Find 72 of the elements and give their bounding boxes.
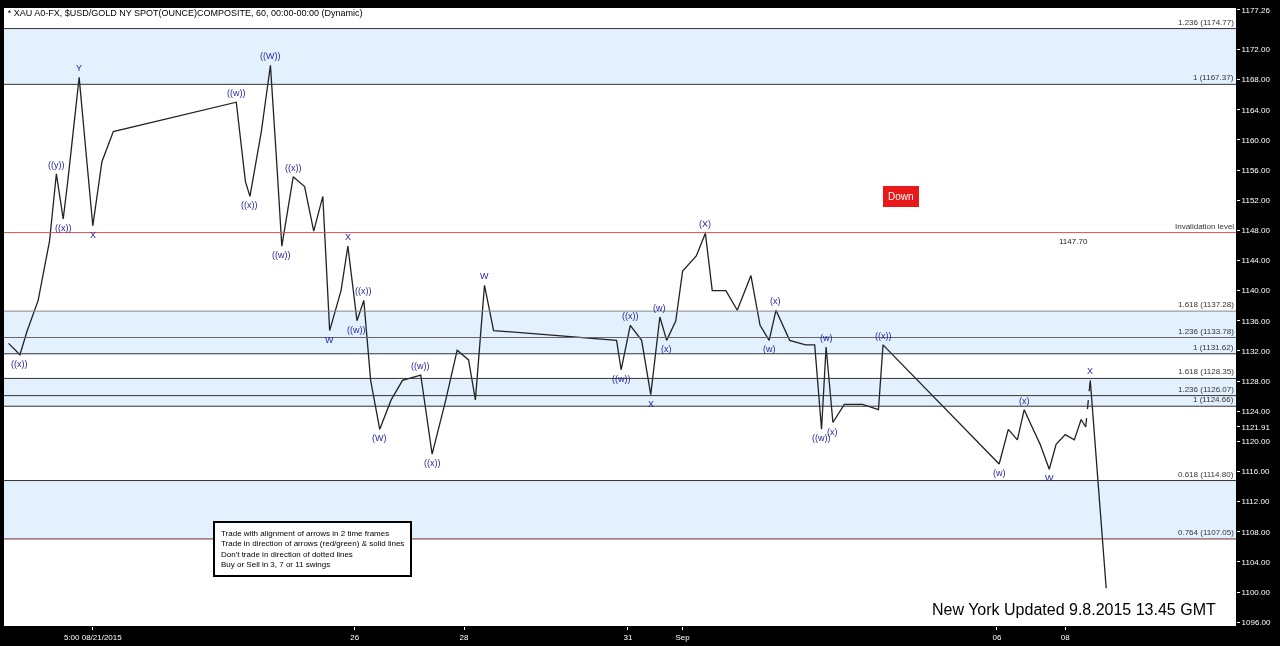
ref-line-label: 1 (1131.62)	[1193, 343, 1234, 352]
y-tick-label: 1160.00	[1241, 135, 1271, 145]
ref-line-label: 1 (1167.37)	[1193, 73, 1234, 82]
y-tick-label: 1132.00	[1241, 346, 1271, 356]
annotation: (x)	[661, 344, 672, 354]
y-tick-label: 1124.00	[1241, 407, 1271, 417]
annotation: Trade with alignment of arrows in 2 time frames Trade in direction of arrows (red/green) & solid lines Don't trade in direction of dotted lines Buy or Sell in 3, 7 or 11 swings	[221, 529, 405, 570]
annotation: X	[90, 230, 97, 240]
annotation: ((w))	[347, 325, 366, 335]
y-tick-label: 1112.00	[1241, 497, 1270, 507]
annotation: ((x))	[285, 163, 302, 173]
annotation: X	[345, 232, 352, 242]
y-tick-label: 1100.00	[1241, 587, 1271, 597]
y-tick-label: 1104.00	[1241, 557, 1271, 567]
annotation: X	[1087, 366, 1094, 376]
annotation: Y	[76, 63, 83, 73]
annotation: (X)	[699, 219, 711, 229]
ref-line-label: 1.236 (1133.78)	[1178, 327, 1235, 336]
y-tick-label: 1148.00	[1241, 226, 1271, 236]
annotation: ((w))	[272, 250, 291, 260]
annotation: W	[325, 335, 334, 345]
y-tick-label: 1136.00	[1241, 316, 1271, 326]
annotation: ((x))	[355, 286, 372, 296]
x-tick-label: 06	[992, 632, 1002, 642]
annotation: 1147.70	[1059, 237, 1088, 246]
y-tick-label: 1168.00	[1241, 75, 1271, 85]
annotation: ((w))	[227, 88, 246, 98]
ref-line-label: Invalidation level	[1175, 222, 1235, 231]
annotation: (w)	[653, 303, 666, 313]
annotation: Down	[888, 191, 914, 202]
y-tick-label: 1164.00	[1241, 105, 1271, 115]
y-tick-label: 1108.00	[1241, 527, 1271, 537]
annotation: ((y))	[48, 160, 65, 170]
x-tick-label: 5:00 08/21/2015	[63, 632, 123, 642]
annotation: New York Updated 9.8.2015 13.45 GMT	[932, 601, 1216, 618]
y-tick-label: 1140.00	[1241, 286, 1271, 296]
y-tick-label: 1116.00	[1241, 467, 1270, 477]
y-tick-label: 1121.91	[1241, 422, 1271, 432]
y-tick-label: 1120.00	[1241, 437, 1271, 447]
annotation: ((x))	[241, 200, 258, 210]
x-tick-label: 26	[350, 632, 360, 642]
ref-line-label: 0.618 (1114.80)	[1178, 470, 1234, 479]
annotation: ((w))	[411, 361, 430, 371]
ref-line-label: 1 (1124.66)	[1193, 395, 1234, 404]
x-tick-label: Sep	[675, 632, 691, 642]
y-tick-label: 1128.00	[1241, 376, 1271, 386]
ref-line-label: 1.236 (1174.77)	[1178, 18, 1235, 27]
y-tick-label: 1144.00	[1241, 256, 1271, 266]
y-tick-label: 1156.00	[1241, 165, 1271, 175]
annotation: (x)	[1019, 396, 1030, 406]
ref-line-label: 1.618 (1128.35)	[1178, 367, 1235, 376]
ref-line-label: 0.764 (1107.05)	[1178, 528, 1235, 537]
annotation: (x)	[770, 296, 781, 306]
annotation: ((x))	[424, 458, 441, 468]
y-tick-label: 1096.00	[1241, 618, 1272, 628]
y-tick-label: 1177.26	[1241, 5, 1271, 15]
x-tick-label: 08	[1060, 632, 1071, 642]
annotation: ((x))	[11, 359, 28, 369]
y-tick-label: 1172.00	[1241, 45, 1271, 55]
annotation: ((W))	[260, 51, 281, 61]
y-tick-label: 1152.00	[1241, 195, 1271, 205]
annotation: (w)	[993, 468, 1006, 478]
annotation: ((x))	[622, 311, 639, 321]
x-tick-label: 28	[459, 632, 470, 642]
annotation: ((x))	[55, 223, 72, 233]
chart-title: * XAU A0-FX, $USD/GOLD NY SPOT(OUNCE)COMPOSITE, 60, 00:00-00:00 (Dynamic)	[7, 7, 363, 18]
annotation: (w)	[763, 344, 776, 354]
ref-line-label: 1.618 (1137.28)	[1178, 300, 1235, 309]
ref-line-label: 1.236 (1126.07)	[1178, 385, 1235, 394]
annotation: W	[480, 271, 489, 281]
annotation: (W)	[372, 433, 387, 443]
x-tick-label: 31	[623, 632, 633, 642]
